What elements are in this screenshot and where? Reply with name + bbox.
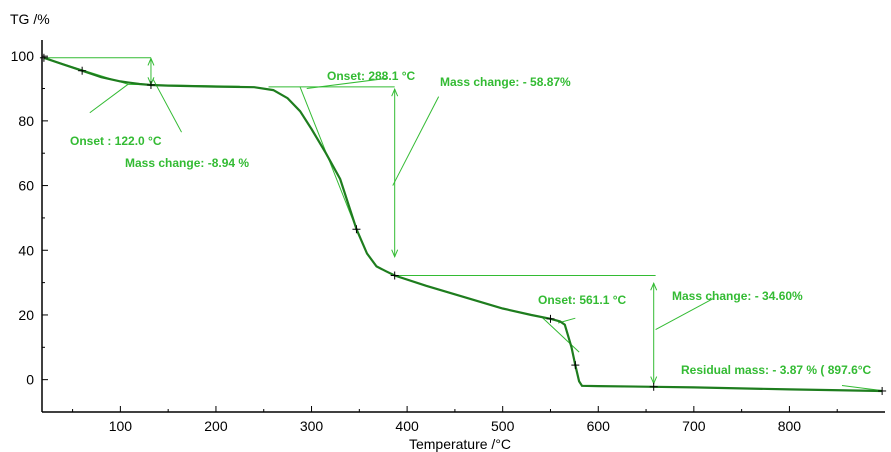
annotation-arrows [147,57,658,385]
y-tick-label: 80 [18,113,34,129]
y-tick-label: 40 [18,242,34,258]
y-tick-label: 100 [11,48,35,64]
mass3-leader [655,297,715,330]
annotation-construction-lines [43,57,883,392]
annotation-mass-change-1: Mass change: -8.94 % [125,156,249,170]
y-tick-label: 0 [26,372,34,388]
annotation-onset-1: Onset : 122.0 °C [70,134,162,148]
x-tick-label: 600 [587,418,611,434]
onset2-leader [306,77,389,90]
x-tick-label: 300 [300,418,324,434]
mass3-arrow-head-top [650,281,658,291]
x-tick-label: 500 [491,418,515,434]
x-tick-label: 800 [778,418,802,434]
y-tick-label: 20 [18,307,34,323]
x-axis-label: Temperature /°C [409,436,511,452]
x-tick-label: 400 [395,418,419,434]
curve-markers [39,53,887,395]
annotation-mass-change-3: Mass change: - 34.60% [672,289,803,303]
onset1-leader [89,83,129,114]
annotation-onset-2: Onset: 288.1 °C [327,69,416,83]
tangent-step3 [540,315,580,353]
mass2-arrow-head-bottom [391,249,399,258]
x-axis-ticks: 100 200 300 400 500 600 700 800 [72,406,838,434]
x-tick-label: 100 [109,418,133,434]
mass1-leader [152,78,182,133]
y-axis-ticks: 0 20 40 60 80 100 [11,48,48,413]
annotation-mass-change-2: Mass change: - 58.87% [440,75,571,89]
y-axis-label: TG /% [10,11,50,27]
axes [41,40,885,413]
y-tick-label: 60 [18,178,34,194]
tg-curve [43,56,883,393]
mass1-arrow-head-top [147,57,155,66]
annotation-residual-mass: Residual mass: - 3.87 % ( 897.6°C [681,363,872,377]
x-tick-label: 700 [682,418,706,434]
x-tick-label: 200 [204,418,228,434]
mass2-leader [392,96,440,186]
annotation-onset-3: Onset: 561.1 °C [538,293,627,307]
mass2-arrow-head-top [391,87,399,97]
